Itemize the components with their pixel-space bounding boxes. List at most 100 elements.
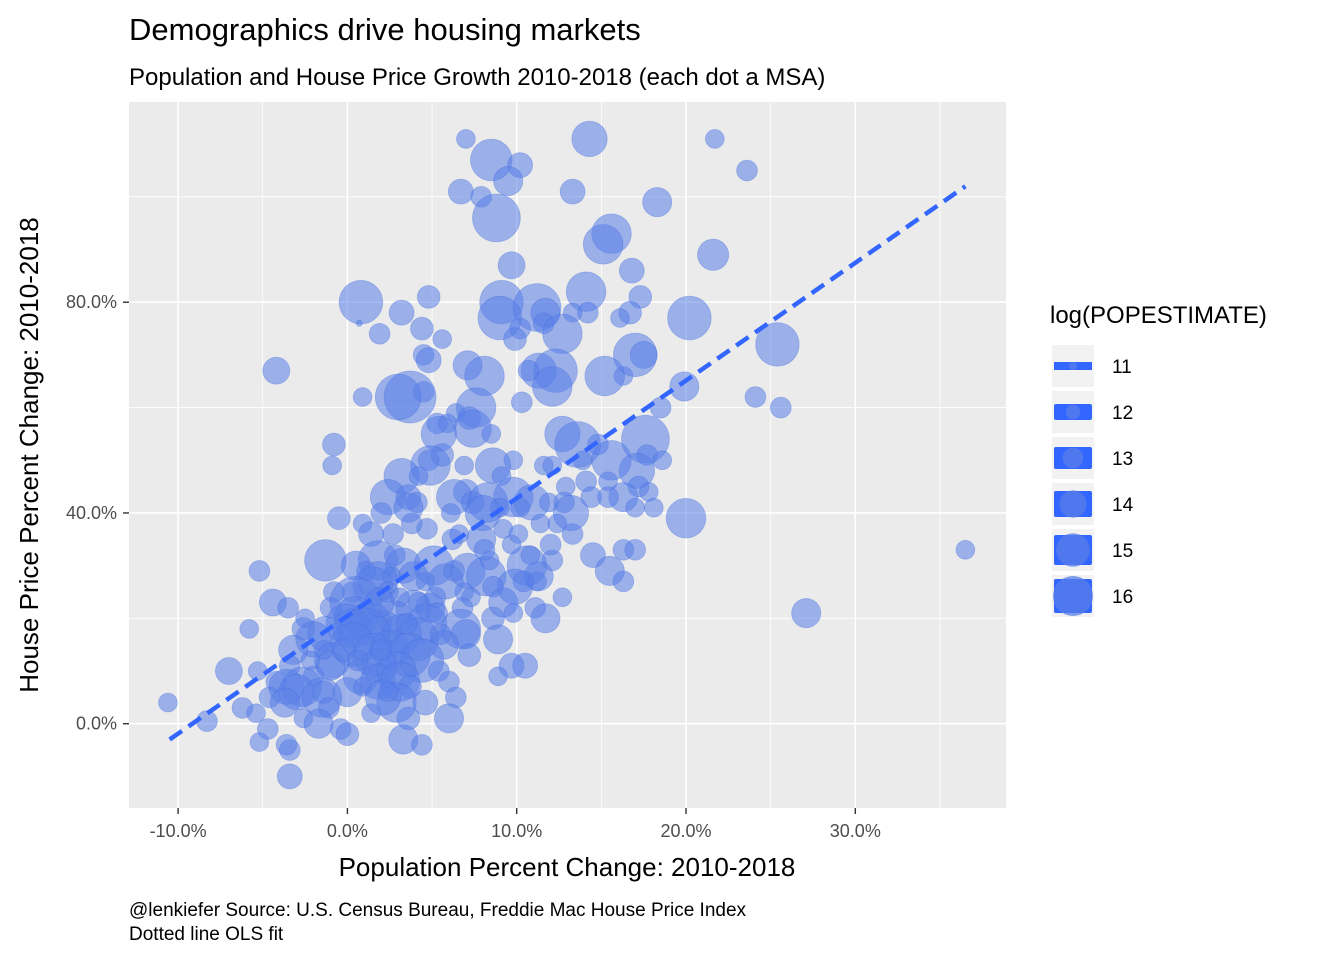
legend: 11 12 13 14 15 16 [1052, 345, 1134, 617]
scatter-point [503, 603, 524, 623]
scatter-point [390, 587, 410, 608]
legend-label: 12 [1112, 403, 1133, 424]
scatter-point [443, 560, 465, 582]
scatter-point [248, 560, 271, 582]
scatter-point [624, 538, 646, 561]
y-tick-label: 80.0% [66, 292, 117, 312]
legend-label: 11 [1112, 357, 1132, 378]
scatter-point [388, 299, 415, 326]
scatter-point [520, 545, 541, 565]
scatter-point [327, 506, 351, 531]
scatter-point [416, 285, 441, 309]
scatter-point [517, 359, 540, 382]
scatter-point [400, 512, 423, 535]
x-axis-ticks: -10.0% 0.0% 10.0% 20.0% 30.0% [150, 808, 881, 841]
scatter-point [582, 224, 624, 265]
legend-key-point [1062, 447, 1084, 469]
scatter-point [483, 624, 514, 655]
scatter-point [249, 732, 270, 752]
scatter-point [454, 455, 475, 476]
scatter-point [410, 316, 434, 341]
scatter-point [355, 319, 363, 327]
scatter-point [214, 657, 243, 685]
scatter-point [304, 539, 347, 582]
scatter-point [313, 640, 334, 660]
x-tick-label: 20.0% [660, 821, 711, 841]
scatter-point [493, 165, 524, 196]
legend-key-point [1053, 576, 1093, 616]
scatter-point [755, 322, 800, 367]
legend-label: 15 [1112, 541, 1133, 562]
y-axis-title: House Price Percent Change: 2010-2018 [14, 217, 44, 693]
chart-subtitle: Population and House Price Growth 2010-2… [129, 64, 825, 91]
legend-item: 11 [1052, 345, 1132, 387]
x-tick-label: 10.0% [491, 821, 542, 841]
legend-key-point [1069, 362, 1077, 370]
scatter-point [440, 503, 461, 523]
legend-key-point [1056, 533, 1090, 567]
scatter-point [415, 347, 442, 374]
scatter-point [665, 498, 707, 539]
scatter-point [429, 623, 452, 645]
scatter-point [433, 703, 464, 734]
scatter-point [503, 327, 527, 351]
scatter-point [473, 538, 496, 561]
ols-fit-line-group [168, 184, 967, 742]
scatter-point [398, 561, 429, 592]
scatter-point [667, 295, 712, 341]
scatter-point [539, 533, 562, 556]
scatter-point [642, 187, 673, 218]
scatter-point [426, 602, 448, 624]
scatter-point [408, 466, 429, 486]
scatter-point [303, 708, 334, 739]
y-tick-label: 40.0% [66, 503, 117, 523]
scatter-point [482, 575, 504, 598]
scatter-point [278, 739, 301, 761]
scatter-point [571, 120, 608, 157]
scatter-point [472, 193, 521, 243]
scatter-point [625, 497, 645, 518]
scatter-point [530, 603, 561, 634]
scatter-point [461, 587, 481, 608]
scatter-point [322, 455, 343, 476]
scatter-points [158, 120, 976, 790]
legend-label: 13 [1112, 449, 1133, 470]
scatter-point [561, 523, 584, 545]
scatter-point [346, 649, 369, 672]
x-tick-label: 0.0% [327, 821, 368, 841]
legend-key-point [1059, 490, 1087, 518]
legend-item: 15 [1052, 529, 1133, 571]
scatter-point [643, 497, 664, 518]
scatter-point [378, 682, 398, 702]
scatter-point [370, 639, 393, 661]
scatter-point [597, 486, 619, 508]
scatter-point [697, 238, 730, 271]
caption-line-2: Dotted line OLS fit [129, 924, 284, 945]
legend-label: 14 [1112, 495, 1134, 516]
scatter-point [629, 340, 658, 369]
scatter-point [374, 373, 422, 421]
scatter-point [704, 129, 725, 149]
scatter-point [269, 687, 300, 718]
scatter-point [618, 257, 645, 284]
legend-item: 16 [1052, 575, 1133, 617]
scatter-point [744, 386, 767, 408]
ols-fit-line [168, 184, 967, 742]
scatter-point [497, 251, 526, 280]
scatter-point [584, 355, 625, 397]
scatter-point [411, 733, 433, 756]
scatter-point [559, 178, 586, 205]
legend-label: 16 [1112, 587, 1133, 608]
scatter-point [552, 587, 573, 608]
scatter-point [955, 539, 976, 560]
scatter-point [532, 366, 573, 407]
scatter-point [432, 329, 453, 349]
scatter-point [512, 652, 539, 679]
legend-key-point [1065, 404, 1081, 420]
scatter-point [395, 612, 418, 635]
scatter-point [508, 524, 529, 544]
legend-item: 12 [1052, 391, 1133, 433]
x-axis-title: Population Percent Change: 2010-2018 [339, 852, 796, 882]
scatter-point [612, 570, 635, 593]
